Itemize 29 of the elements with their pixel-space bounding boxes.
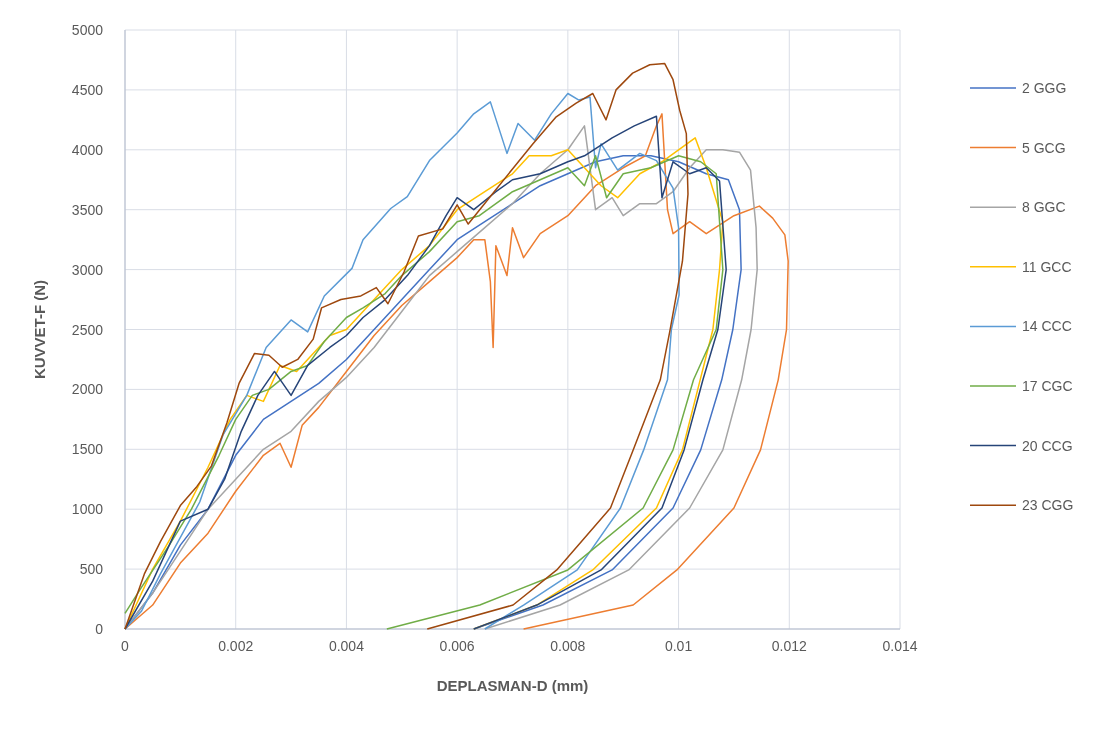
legend-label: 20 CCG — [1022, 437, 1073, 454]
y-tick-label: 1500 — [71, 441, 104, 458]
y-tick-label: 500 — [79, 561, 104, 578]
y-tick-label: 5000 — [71, 22, 104, 38]
y-tick-label: 4000 — [71, 141, 104, 158]
x-tick-label: 0.012 — [771, 638, 808, 654]
y-tick-label: 1000 — [71, 501, 104, 518]
x-tick-label: 0.014 — [882, 638, 918, 654]
x-tick-label: 0.008 — [550, 638, 586, 654]
legend-label: 17 CGC — [1022, 378, 1073, 394]
x-tick-label: 0.002 — [218, 638, 254, 654]
y-tick-label: 0 — [95, 621, 104, 637]
x-tick-label: 0.006 — [439, 638, 475, 654]
y-tick-label: 2500 — [71, 321, 104, 338]
y-tick-label: 3000 — [71, 261, 104, 278]
legend-label: 5 GCG — [1022, 139, 1066, 156]
x-tick-label: 0 — [121, 638, 130, 654]
legend-label: 23 CGG — [1022, 497, 1074, 514]
x-tick-label: 0.01 — [664, 638, 693, 654]
x-tick-label: 0.004 — [328, 638, 365, 654]
y-tick-label: 3500 — [71, 201, 104, 218]
y-axis-title: KUVVET-F (N) — [31, 279, 48, 380]
x-axis-title: DEPLASMAN-D (mm) — [436, 677, 589, 694]
legend-label: 8 GGC — [1022, 199, 1066, 216]
legend-label: 2 GGG — [1022, 80, 1067, 96]
y-tick-label: 4500 — [71, 81, 104, 98]
legend-label: 11 GCC — [1022, 258, 1072, 275]
y-tick-label: 2000 — [71, 381, 104, 398]
legend-label: 14 CCC — [1022, 318, 1072, 335]
